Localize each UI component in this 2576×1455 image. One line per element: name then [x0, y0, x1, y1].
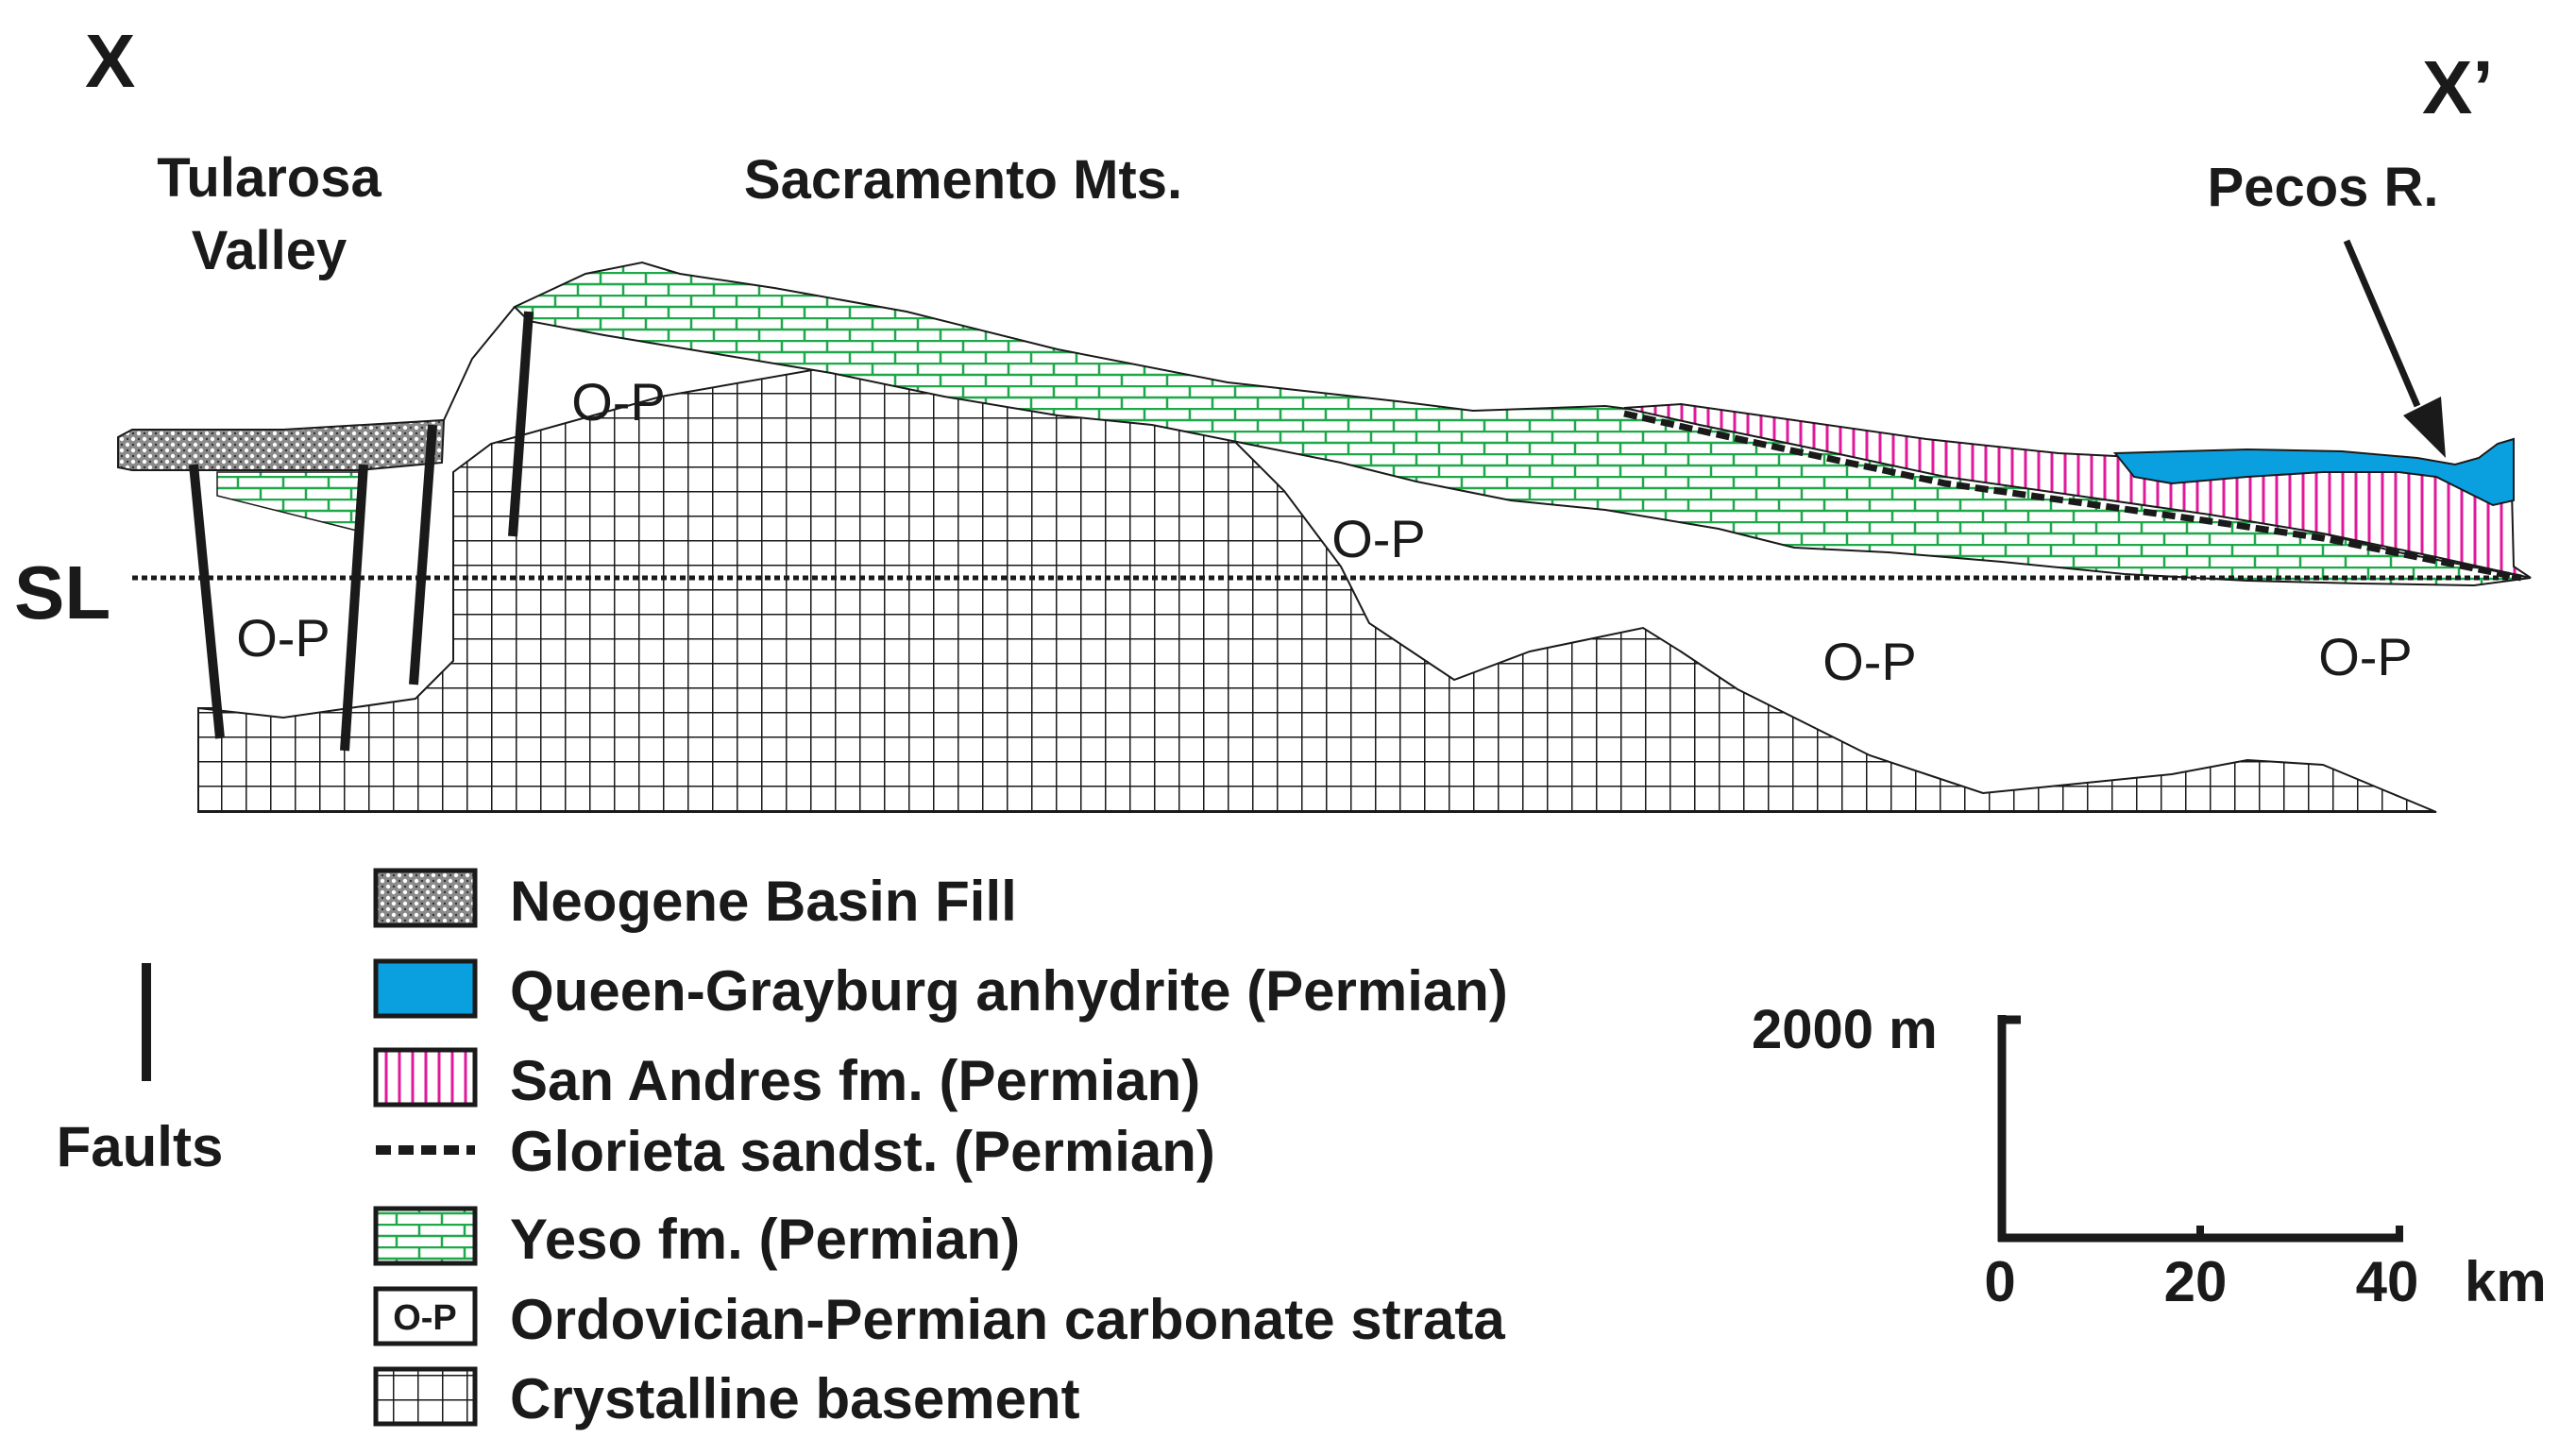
- san-andres-formation-unit: [1623, 402, 2532, 579]
- place-label-pecos: Pecos R.: [2208, 157, 2439, 218]
- neogene-basin-fill-unit: [117, 418, 446, 471]
- legend-label-glorieta: Glorieta sandst. (Permian): [510, 1120, 1215, 1183]
- scale-tick-0: 0: [1984, 1250, 2015, 1313]
- legend-swatch-op: [373, 1286, 478, 1346]
- legend: Neogene Basin Fill Queen-Grayburg anhydr…: [57, 868, 1508, 1430]
- legend-item-basement: Crystalline basement: [373, 1366, 1080, 1430]
- place-label-tularosa-1: Tularosa: [157, 147, 381, 209]
- scale-vertical-label: 2000 m: [1752, 999, 1938, 1060]
- section-geology: [117, 261, 2532, 813]
- legend-swatch-queen-grayburg: [373, 958, 478, 1019]
- legend-label-san-andres: San Andres fm. (Permian): [510, 1049, 1200, 1112]
- fault-1: [189, 464, 225, 739]
- sea-level-label: SL: [14, 550, 110, 634]
- place-label-sacramento: Sacramento Mts.: [744, 149, 1182, 211]
- yeso-wedge-tularosa: [216, 471, 360, 532]
- place-label-tularosa-2: Valley: [192, 220, 347, 281]
- op-label-1: O-P: [236, 608, 330, 668]
- pecos-arrow: [2343, 239, 2446, 458]
- fault-2: [340, 464, 368, 752]
- scale-unit: km: [2465, 1250, 2547, 1313]
- legend-item-op: O-P Ordovician-Permian carbonate strata: [373, 1286, 1505, 1351]
- op-upper-boundary: [443, 306, 516, 421]
- legend-label-yeso: Yeso fm. (Permian): [510, 1208, 1020, 1271]
- legend-swatch-basement: [373, 1366, 478, 1427]
- legend-item-san-andres: San Andres fm. (Permian): [373, 1047, 1200, 1112]
- section-start-label: X: [85, 19, 135, 103]
- legend-swatch-op-text: O-P: [393, 1298, 457, 1338]
- yeso-formation-unit: [513, 261, 2532, 587]
- legend-item-yeso: Yeso fm. (Permian): [373, 1206, 1020, 1271]
- fault-4: [508, 311, 534, 537]
- op-label-5: O-P: [2318, 627, 2413, 686]
- op-label-4: O-P: [1822, 632, 1917, 691]
- crystalline-basement-unit: [197, 363, 2437, 813]
- op-label-2: O-P: [571, 372, 666, 431]
- glorieta-sandstone-unit: [1623, 410, 2522, 582]
- legend-label-basement: Crystalline basement: [510, 1367, 1080, 1430]
- legend-item-neogene: Neogene Basin Fill: [373, 868, 1017, 933]
- faults: [189, 311, 534, 752]
- legend-label-neogene: Neogene Basin Fill: [510, 870, 1017, 933]
- legend-item-faults: Faults: [57, 963, 224, 1178]
- legend-swatch-yeso: [373, 1206, 478, 1266]
- legend-item-queen-grayburg: Queen-Grayburg anhydrite (Permian): [373, 958, 1508, 1023]
- legend-swatch-neogene: [373, 868, 478, 928]
- section-labels: X X’ Tularosa Valley Sacramento Mts. Pec…: [14, 19, 2494, 691]
- fault-3: [409, 424, 437, 685]
- queen-grayburg-anhydrite-unit: [2112, 437, 2515, 507]
- legend-label-faults: Faults: [57, 1115, 224, 1178]
- section-end-label: X’: [2422, 45, 2494, 129]
- scale-tick-20: 20: [2164, 1250, 2228, 1313]
- scale-bar: 2000 m 0 20 40 km: [1752, 999, 2547, 1313]
- legend-swatch-san-andres: [373, 1047, 478, 1108]
- op-label-3: O-P: [1331, 509, 1426, 568]
- legend-item-glorieta: Glorieta sandst. (Permian): [376, 1120, 1215, 1183]
- legend-label-queen-grayburg: Queen-Grayburg anhydrite (Permian): [510, 959, 1508, 1023]
- scale-tick-40: 40: [2356, 1250, 2419, 1313]
- legend-label-op: Ordovician-Permian carbonate strata: [510, 1288, 1505, 1351]
